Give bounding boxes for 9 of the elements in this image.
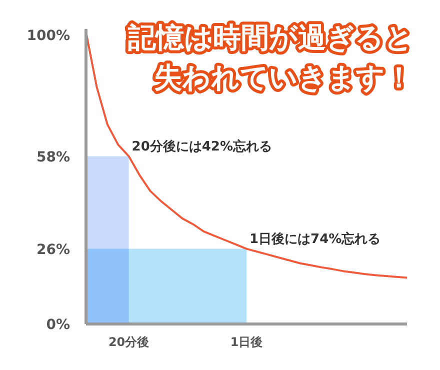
x-tick-label: 1日後 [230, 335, 263, 349]
y-tick-label: 26% [36, 242, 70, 258]
x-tick-label: 20分後 [108, 335, 150, 349]
annotation: 1日後には74%忘れる [250, 230, 381, 247]
y-tick-label: 58% [36, 149, 70, 166]
annotation: 20分後には42%忘れる [132, 138, 272, 154]
y-tick-label: 100% [26, 28, 70, 44]
text: 記憶は時間が過ぎると失われていきます！ [127, 21, 413, 94]
y-tick-label: 0% [46, 317, 70, 333]
